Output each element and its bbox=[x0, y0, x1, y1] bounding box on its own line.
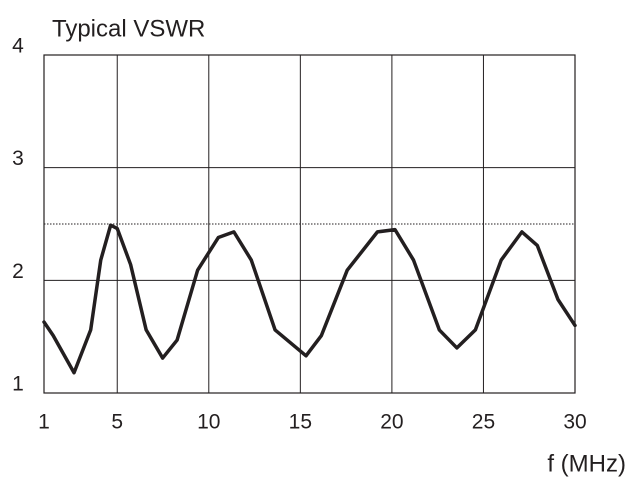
x-tick-label: 15 bbox=[289, 411, 312, 434]
x-tick-label: 10 bbox=[197, 411, 220, 434]
x-tick-label: 20 bbox=[380, 411, 403, 434]
y-tick-label: 4 bbox=[12, 35, 24, 58]
y-tick-label: 3 bbox=[12, 147, 24, 170]
x-tick-label: 1 bbox=[38, 411, 50, 434]
chart-title: Typical VSWR bbox=[52, 15, 205, 42]
x-tick-label: 30 bbox=[563, 411, 586, 434]
x-tick-label: 25 bbox=[472, 411, 495, 434]
vswr-line bbox=[42, 223, 577, 375]
x-axis-label: f (MHz) bbox=[547, 450, 626, 477]
y-tick-label: 1 bbox=[12, 373, 24, 396]
y-tick-label: 2 bbox=[12, 260, 24, 283]
x-tick-label: 5 bbox=[111, 411, 123, 434]
